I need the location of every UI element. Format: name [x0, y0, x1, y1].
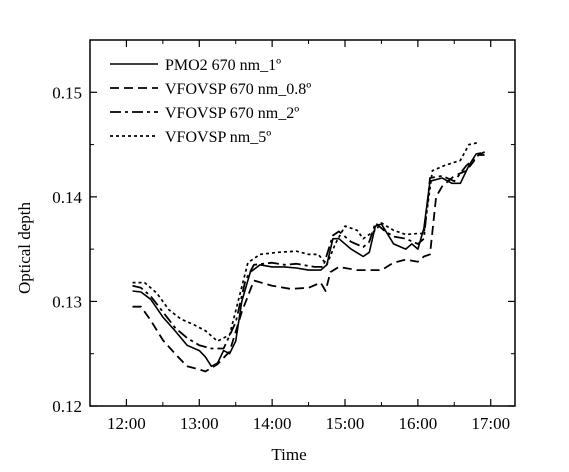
- x-tick-label: 16:00: [398, 414, 437, 433]
- series-line-2: [132, 154, 485, 350]
- x-tick-label: 17:00: [471, 414, 510, 433]
- x-axis-title: Time: [271, 445, 306, 464]
- axis-ticks: [90, 40, 515, 407]
- x-tick-label: 14:00: [253, 414, 292, 433]
- y-tick-label: 0.15: [52, 83, 82, 102]
- legend-label-2: VFOVSP 670 nm_2º: [165, 105, 299, 122]
- legend-label-0: PMO2 670 nm_1º: [165, 57, 281, 74]
- y-tick-label: 0.14: [52, 188, 82, 207]
- x-tick-label: 12:00: [107, 414, 146, 433]
- y-tick-label: 0.13: [52, 292, 82, 311]
- series-line-0: [132, 152, 482, 368]
- y-tick-label: 0.12: [52, 397, 82, 416]
- plot-frame: [89, 39, 516, 407]
- x-tick-label: 15:00: [326, 414, 365, 433]
- series-line-1: [132, 151, 486, 373]
- legend: PMO2 670 nm_1º VFOVSP 670 nm_0.8º VFOVSP 6…: [110, 57, 311, 146]
- y-axis-title: Optical depth: [15, 201, 34, 294]
- series-lines: [132, 141, 486, 373]
- x-tick-label: 13:00: [180, 414, 219, 433]
- legend-label-1: VFOVSP 670 nm_0.8º: [165, 81, 311, 98]
- legend-label-3: VFOVSP nm_5º: [165, 129, 271, 146]
- series-line-3: [132, 141, 479, 343]
- axis-tick-labels: 12:00 13:00 14:00 15:00 16:00 17:00 0.12 0.13 0.…: [52, 83, 510, 433]
